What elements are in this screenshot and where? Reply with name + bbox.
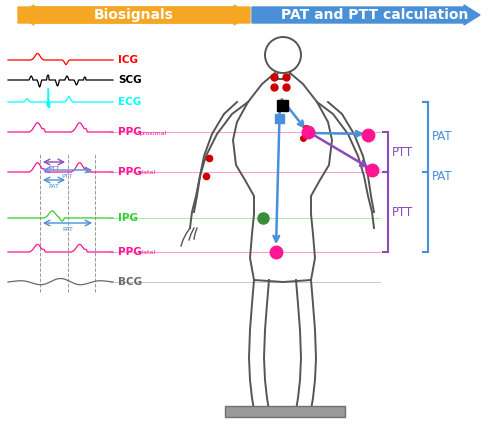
Text: ECG: ECG — [118, 97, 142, 107]
Text: PTT: PTT — [392, 145, 413, 159]
Bar — [277, 100, 288, 111]
Text: PAT: PAT — [432, 130, 452, 144]
Bar — [225, 406, 345, 417]
Text: Biosignals: Biosignals — [94, 8, 174, 22]
Text: distal: distal — [139, 251, 156, 255]
FancyArrow shape — [18, 5, 250, 25]
Text: PAT: PAT — [48, 184, 60, 189]
Text: PAT: PAT — [62, 227, 73, 232]
Text: PTT: PTT — [392, 206, 413, 218]
Bar — [275, 114, 284, 123]
Text: PPG: PPG — [118, 167, 142, 177]
Text: IPG: IPG — [118, 213, 138, 223]
FancyArrow shape — [252, 5, 480, 25]
Text: PTT: PTT — [62, 174, 73, 179]
Text: PPG: PPG — [118, 127, 142, 137]
Text: BCG: BCG — [118, 277, 142, 287]
Text: proximal: proximal — [139, 130, 166, 135]
Text: distal: distal — [139, 171, 156, 175]
Text: ICG: ICG — [118, 55, 138, 65]
Text: PPG: PPG — [118, 247, 142, 257]
FancyArrow shape — [18, 5, 250, 25]
Text: PAT: PAT — [432, 171, 452, 184]
Text: SCG: SCG — [118, 75, 142, 85]
Text: PTT: PTT — [48, 166, 60, 171]
Text: PAT and PTT calculation: PAT and PTT calculation — [282, 8, 469, 22]
